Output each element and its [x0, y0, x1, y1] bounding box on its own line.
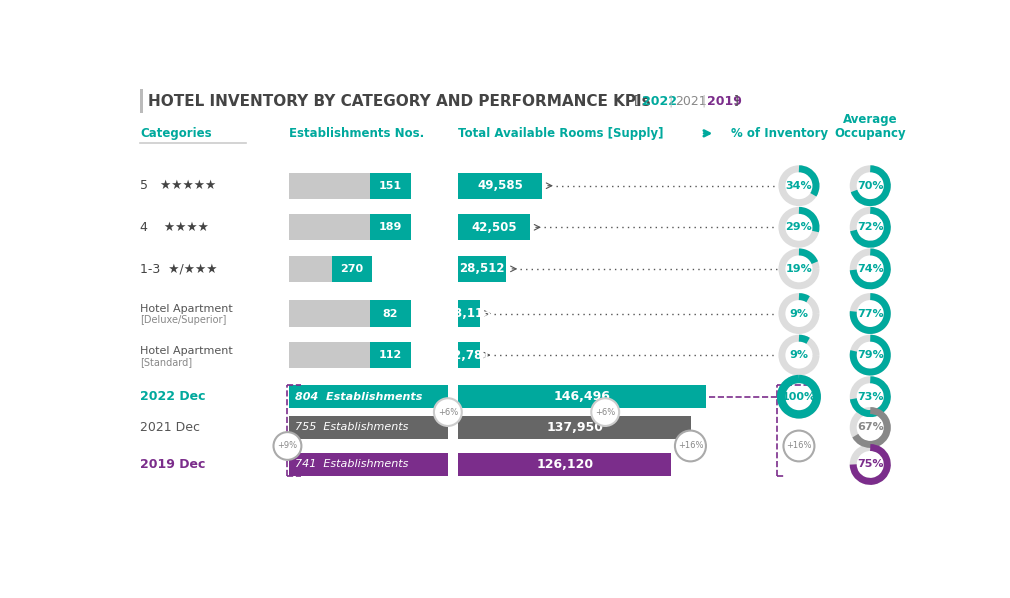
Text: 2019 Dec: 2019 Dec — [140, 458, 206, 471]
Text: 67%: 67% — [856, 423, 884, 432]
Text: % of Inventory: % of Inventory — [731, 127, 828, 140]
Text: 75%: 75% — [857, 459, 884, 469]
Bar — [289, 300, 371, 327]
Text: Hotel Apartment: Hotel Apartment — [140, 346, 233, 355]
Text: Hotel Apartment: Hotel Apartment — [140, 304, 233, 314]
Text: 2022: 2022 — [642, 94, 678, 108]
Text: 4    ★★★★: 4 ★★★★ — [140, 221, 209, 234]
Text: 100%: 100% — [782, 392, 816, 402]
Circle shape — [675, 431, 706, 462]
Text: 42,505: 42,505 — [471, 221, 517, 234]
Bar — [371, 173, 411, 199]
Text: 9%: 9% — [790, 350, 808, 360]
Text: 49,585: 49,585 — [477, 179, 523, 192]
Text: 29%: 29% — [786, 222, 812, 232]
Text: HOTEL INVENTORY BY CATEGORY AND PERFORMANCE KPIs: HOTEL INVENTORY BY CATEGORY AND PERFORMA… — [147, 93, 650, 108]
Text: 2022 Dec: 2022 Dec — [140, 390, 206, 403]
Text: 70%: 70% — [857, 181, 884, 191]
Bar — [371, 342, 411, 368]
Bar — [371, 214, 411, 240]
Text: 146,496: 146,496 — [553, 390, 610, 403]
Text: 72%: 72% — [856, 222, 884, 232]
Bar — [289, 256, 331, 282]
Text: 77%: 77% — [856, 309, 884, 319]
Text: |: | — [669, 94, 673, 108]
Text: 74%: 74% — [856, 264, 884, 274]
Text: 12,781: 12,781 — [446, 349, 492, 362]
Text: [: [ — [634, 94, 639, 108]
Text: 804  Establishments: 804 Establishments — [295, 392, 422, 402]
Text: +9%: +9% — [278, 441, 298, 450]
Circle shape — [591, 398, 619, 426]
Text: 741  Establishments: 741 Establishments — [295, 459, 409, 469]
Text: +16%: +16% — [678, 441, 703, 450]
Text: ]: ] — [734, 94, 738, 108]
Bar — [458, 214, 530, 240]
Text: 112: 112 — [379, 350, 402, 360]
Text: 2021 Dec: 2021 Dec — [140, 421, 200, 434]
Bar — [371, 300, 411, 327]
Text: 1-3  ★/★★★: 1-3 ★/★★★ — [140, 263, 218, 276]
Text: Categories: Categories — [140, 127, 212, 140]
Bar — [289, 342, 371, 368]
Circle shape — [784, 431, 814, 462]
Text: +6%: +6% — [437, 408, 458, 417]
Text: Average: Average — [843, 113, 898, 126]
Text: 2021: 2021 — [675, 94, 707, 108]
Bar — [289, 453, 447, 476]
Text: Occupancy: Occupancy — [834, 127, 906, 140]
Text: [Deluxe/Superior]: [Deluxe/Superior] — [140, 316, 226, 325]
Text: 9%: 9% — [790, 309, 808, 319]
Bar — [458, 342, 480, 368]
Bar — [331, 256, 372, 282]
Text: 137,950: 137,950 — [546, 421, 603, 434]
Text: 82: 82 — [383, 309, 398, 319]
Bar — [140, 89, 143, 114]
Text: 73%: 73% — [857, 392, 884, 402]
Bar — [458, 416, 692, 439]
Bar — [458, 453, 672, 476]
Text: 2019: 2019 — [707, 94, 742, 108]
Text: 13,113: 13,113 — [446, 307, 492, 320]
Text: [Standard]: [Standard] — [140, 357, 192, 367]
Text: +16%: +16% — [786, 441, 812, 450]
Text: 755  Establishments: 755 Establishments — [295, 423, 409, 432]
Circle shape — [434, 398, 462, 426]
Text: Establishments Nos.: Establishments Nos. — [289, 127, 424, 140]
Text: 34%: 34% — [786, 181, 812, 191]
Bar — [458, 300, 480, 327]
Text: Total Available Rooms [Supply]: Total Available Rooms [Supply] — [458, 127, 664, 140]
Bar — [289, 416, 447, 439]
Bar — [458, 385, 706, 408]
Text: 270: 270 — [340, 264, 364, 274]
Text: 151: 151 — [379, 181, 402, 191]
Bar — [458, 256, 506, 282]
Text: +6%: +6% — [595, 408, 615, 417]
Text: 28,512: 28,512 — [460, 263, 505, 276]
Text: 79%: 79% — [856, 350, 884, 360]
Bar — [289, 214, 371, 240]
Bar — [289, 385, 447, 408]
Text: 126,120: 126,120 — [536, 458, 593, 471]
Text: |: | — [701, 94, 706, 108]
Bar — [289, 173, 371, 199]
Text: 189: 189 — [379, 222, 402, 232]
Text: 19%: 19% — [786, 264, 812, 274]
Circle shape — [274, 432, 301, 460]
Bar — [458, 173, 542, 199]
Text: 5   ★★★★★: 5 ★★★★★ — [140, 179, 216, 192]
